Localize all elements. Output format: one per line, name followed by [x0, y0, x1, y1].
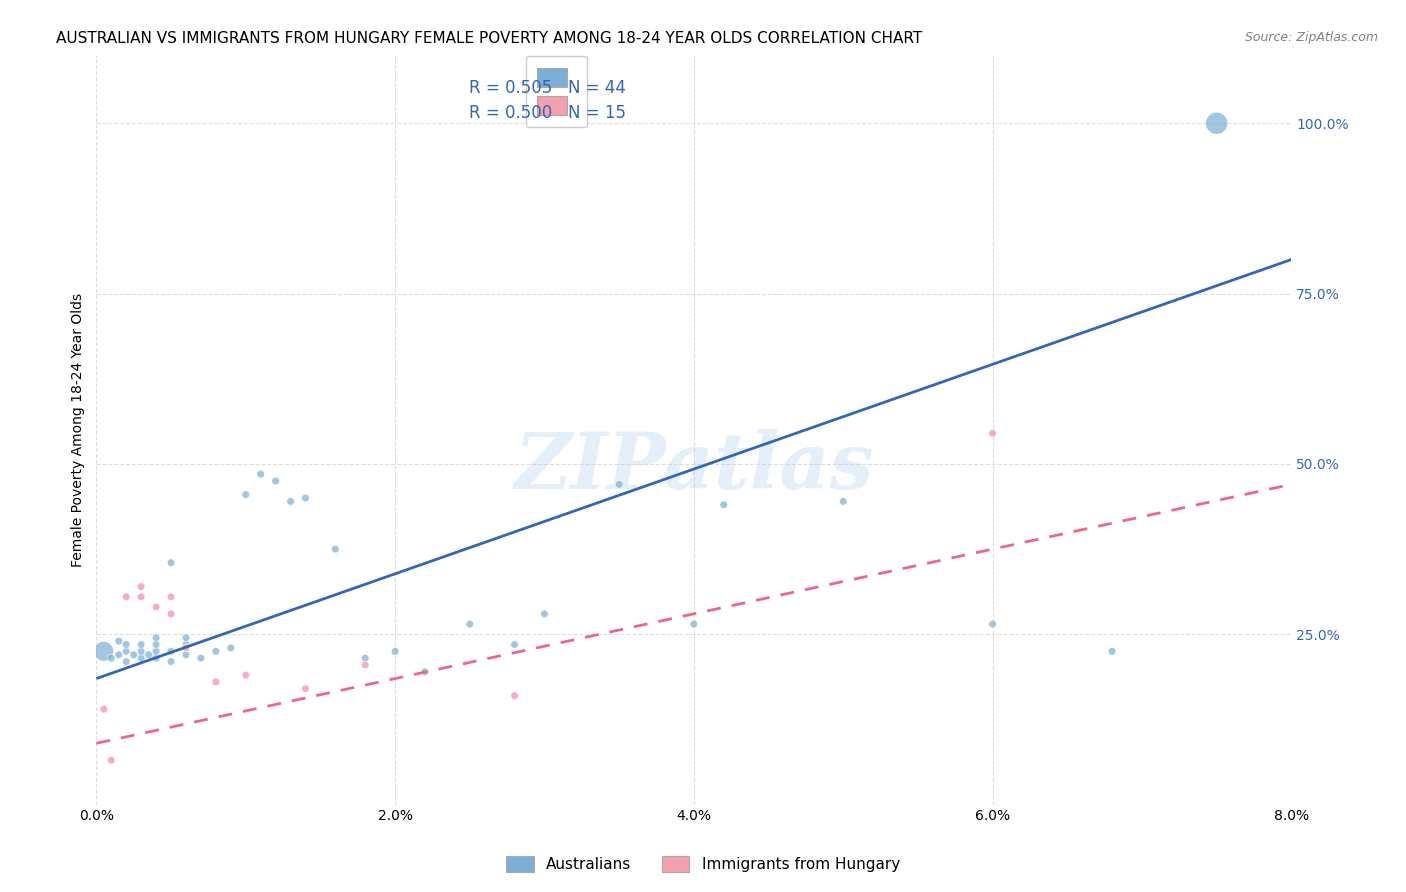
Point	[129, 590, 152, 604]
Point	[205, 675, 228, 690]
Point	[115, 590, 138, 604]
Text: AUSTRALIAN VS IMMIGRANTS FROM HUNGARY FEMALE POVERTY AMONG 18-24 YEAR OLDS CORRE: AUSTRALIAN VS IMMIGRANTS FROM HUNGARY FE…	[56, 31, 922, 46]
Point	[713, 498, 735, 512]
Point	[294, 681, 316, 696]
Point	[129, 651, 152, 665]
Point	[458, 617, 481, 632]
Point	[354, 657, 377, 672]
Point	[100, 651, 122, 665]
Point	[294, 491, 316, 505]
Point	[138, 648, 160, 662]
Point	[280, 494, 302, 508]
Point	[100, 753, 122, 767]
Point	[129, 580, 152, 594]
Point	[160, 607, 183, 621]
Point	[145, 638, 167, 652]
Point	[503, 689, 526, 703]
Point	[145, 651, 167, 665]
Point	[235, 668, 257, 682]
Point	[533, 607, 555, 621]
Point	[115, 655, 138, 669]
Text: R = 0.500   N = 15: R = 0.500 N = 15	[470, 103, 626, 122]
Point	[93, 702, 115, 716]
Point	[145, 644, 167, 658]
Point	[174, 640, 197, 655]
Point	[682, 617, 704, 632]
Point	[174, 638, 197, 652]
Point	[1205, 116, 1227, 130]
Point	[145, 631, 167, 645]
Text: R = 0.505   N = 44: R = 0.505 N = 44	[470, 78, 626, 96]
Point	[413, 665, 436, 679]
Legend: Australians, Immigrants from Hungary: Australians, Immigrants from Hungary	[499, 848, 907, 880]
Point	[122, 648, 145, 662]
Point	[115, 644, 138, 658]
Point	[129, 638, 152, 652]
Point	[249, 467, 271, 482]
Point	[235, 487, 257, 501]
Point	[145, 600, 167, 615]
Point	[205, 644, 228, 658]
Text: Source: ZipAtlas.com: Source: ZipAtlas.com	[1244, 31, 1378, 45]
Point	[160, 556, 183, 570]
Point	[160, 644, 183, 658]
Point	[384, 644, 406, 658]
Point	[129, 644, 152, 658]
Point	[503, 638, 526, 652]
Point	[1101, 644, 1123, 658]
Point	[174, 648, 197, 662]
Text: ZIPatlas: ZIPatlas	[515, 429, 873, 506]
Y-axis label: Female Poverty Among 18-24 Year Olds: Female Poverty Among 18-24 Year Olds	[72, 293, 86, 567]
Point	[160, 590, 183, 604]
Point	[174, 631, 197, 645]
Point	[190, 651, 212, 665]
Legend: , : ,	[526, 56, 588, 127]
Point	[264, 474, 287, 488]
Point	[832, 494, 855, 508]
Point	[981, 617, 1004, 632]
Point	[219, 640, 242, 655]
Point	[93, 644, 115, 658]
Point	[981, 426, 1004, 441]
Point	[107, 648, 129, 662]
Point	[354, 651, 377, 665]
Point	[107, 634, 129, 648]
Point	[160, 655, 183, 669]
Point	[115, 638, 138, 652]
Point	[325, 542, 347, 557]
Point	[607, 477, 630, 491]
